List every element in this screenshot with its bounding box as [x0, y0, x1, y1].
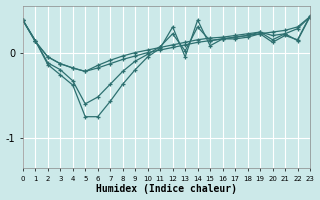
X-axis label: Humidex (Indice chaleur): Humidex (Indice chaleur) — [96, 184, 237, 194]
